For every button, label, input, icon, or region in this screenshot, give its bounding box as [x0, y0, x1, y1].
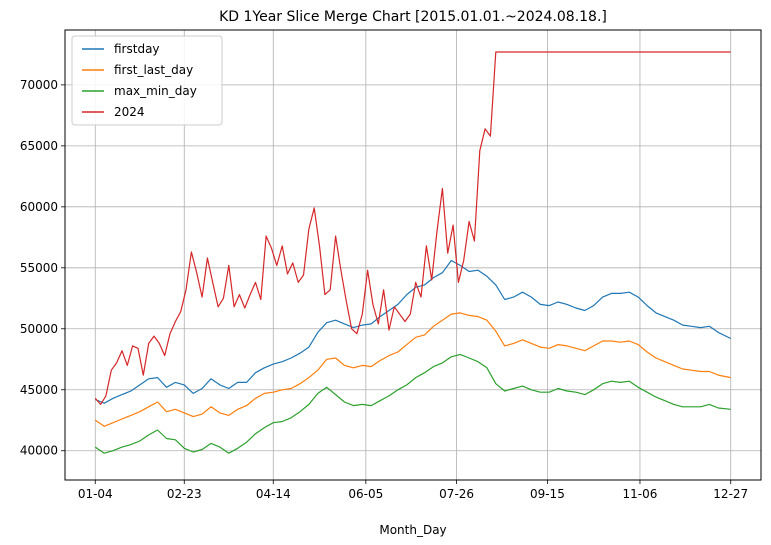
- series-line-max-min-day: [94, 353, 731, 454]
- x-tick-label: 04-14: [256, 487, 291, 501]
- legend-box: [71, 35, 223, 126]
- series-line-2024: [94, 51, 731, 405]
- y-tick-label: 40000: [20, 444, 58, 458]
- x-tick-label: 09-15: [530, 487, 565, 501]
- series-layer: [94, 51, 731, 454]
- x-tick-label: 12-27: [713, 487, 748, 501]
- y-axis: 40000 45000 50000 55000 60000 65000 70000: [20, 78, 65, 458]
- legend-label: first_last_day: [114, 63, 193, 77]
- x-tick-label: 02-23: [167, 487, 202, 501]
- legend-label: 2024: [114, 105, 145, 119]
- x-tick-label: 07-26: [439, 487, 474, 501]
- chart-title: KD 1Year Slice Merge Chart [2015.01.01.~…: [219, 9, 607, 25]
- grid: [65, 30, 761, 480]
- plot-frame: [64, 29, 762, 481]
- x-axis: 01-04 02-23 04-14 06-05 07-26 09-15 11-06 12-27: [78, 480, 748, 501]
- y-tick-label: 70000: [20, 78, 58, 92]
- legend: firstday first_last_day max_min_day 2024: [71, 35, 223, 126]
- x-tick-label: 11-06: [623, 487, 658, 501]
- y-tick-label: 55000: [20, 261, 58, 275]
- series-line-first-last-day: [94, 312, 731, 427]
- legend-label: max_min_day: [114, 84, 197, 98]
- x-axis-label: Month_Day: [379, 523, 446, 537]
- y-tick-label: 45000: [20, 383, 58, 397]
- x-tick-label: 01-04: [78, 487, 113, 501]
- series-line-firstday: [95, 259, 731, 404]
- y-tick-label: 50000: [20, 322, 58, 336]
- y-tick-label: 65000: [20, 139, 58, 153]
- y-tick-label: 60000: [20, 200, 58, 214]
- x-tick-label: 06-05: [348, 487, 383, 501]
- legend-label: firstday: [114, 42, 160, 56]
